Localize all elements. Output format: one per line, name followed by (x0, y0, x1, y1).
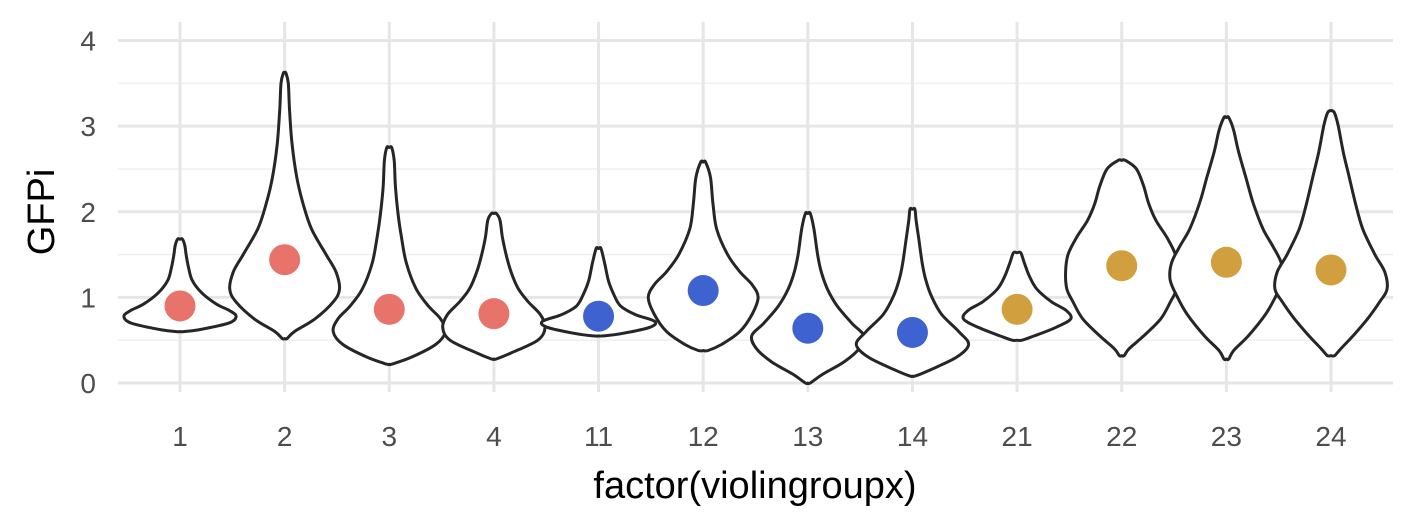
mean-point-14 (896, 316, 928, 348)
mean-point-12 (687, 275, 719, 307)
mean-point-21 (1001, 293, 1033, 325)
x-tick-label: 22 (1106, 421, 1137, 452)
violin-14 (854, 206, 971, 379)
violin-1 (122, 237, 238, 334)
y-axis-ticks: 0 1 2 3 4 (80, 26, 96, 400)
x-axis-title: factor(violingroupx) (593, 465, 916, 507)
y-tick-label: 2 (80, 197, 96, 228)
violin-12 (646, 159, 760, 353)
x-tick-label: 4 (486, 421, 502, 452)
mean-point-2 (269, 244, 301, 276)
violin-2 (228, 70, 342, 341)
y-axis-title: GFPi (21, 169, 63, 256)
x-axis-ticks: 1 2 3 4 11 12 13 14 21 22 23 24 (172, 421, 1346, 452)
y-tick-label: 0 (80, 368, 96, 399)
x-tick-label: 24 (1315, 421, 1346, 452)
violin-3 (331, 145, 448, 367)
mean-point-24 (1315, 254, 1347, 286)
violin-23 (1168, 115, 1285, 362)
mean-point-23 (1210, 246, 1242, 278)
x-tick-label: 14 (897, 421, 928, 452)
mean-point-3 (373, 293, 405, 325)
x-tick-label: 3 (381, 421, 397, 452)
violin-11 (539, 246, 658, 338)
mean-point-11 (583, 300, 615, 332)
y-tick-label: 1 (80, 282, 96, 313)
x-tick-label: 1 (172, 421, 188, 452)
y-tick-label: 3 (80, 111, 96, 142)
violin-24 (1273, 109, 1389, 358)
mean-point-22 (1106, 250, 1138, 282)
x-tick-label: 23 (1211, 421, 1242, 452)
mean-point-4 (478, 298, 510, 330)
mean-point-13 (792, 312, 824, 344)
mean-points (164, 244, 1347, 348)
x-tick-label: 2 (277, 421, 293, 452)
x-tick-label: 11 (584, 421, 613, 452)
y-tick-label: 4 (80, 26, 96, 57)
violins (122, 70, 1389, 386)
x-tick-label: 12 (688, 421, 719, 452)
mean-point-1 (164, 290, 196, 322)
x-tick-label: 21 (1002, 421, 1033, 452)
violin-4 (441, 211, 547, 361)
x-tick-label: 13 (792, 421, 823, 452)
